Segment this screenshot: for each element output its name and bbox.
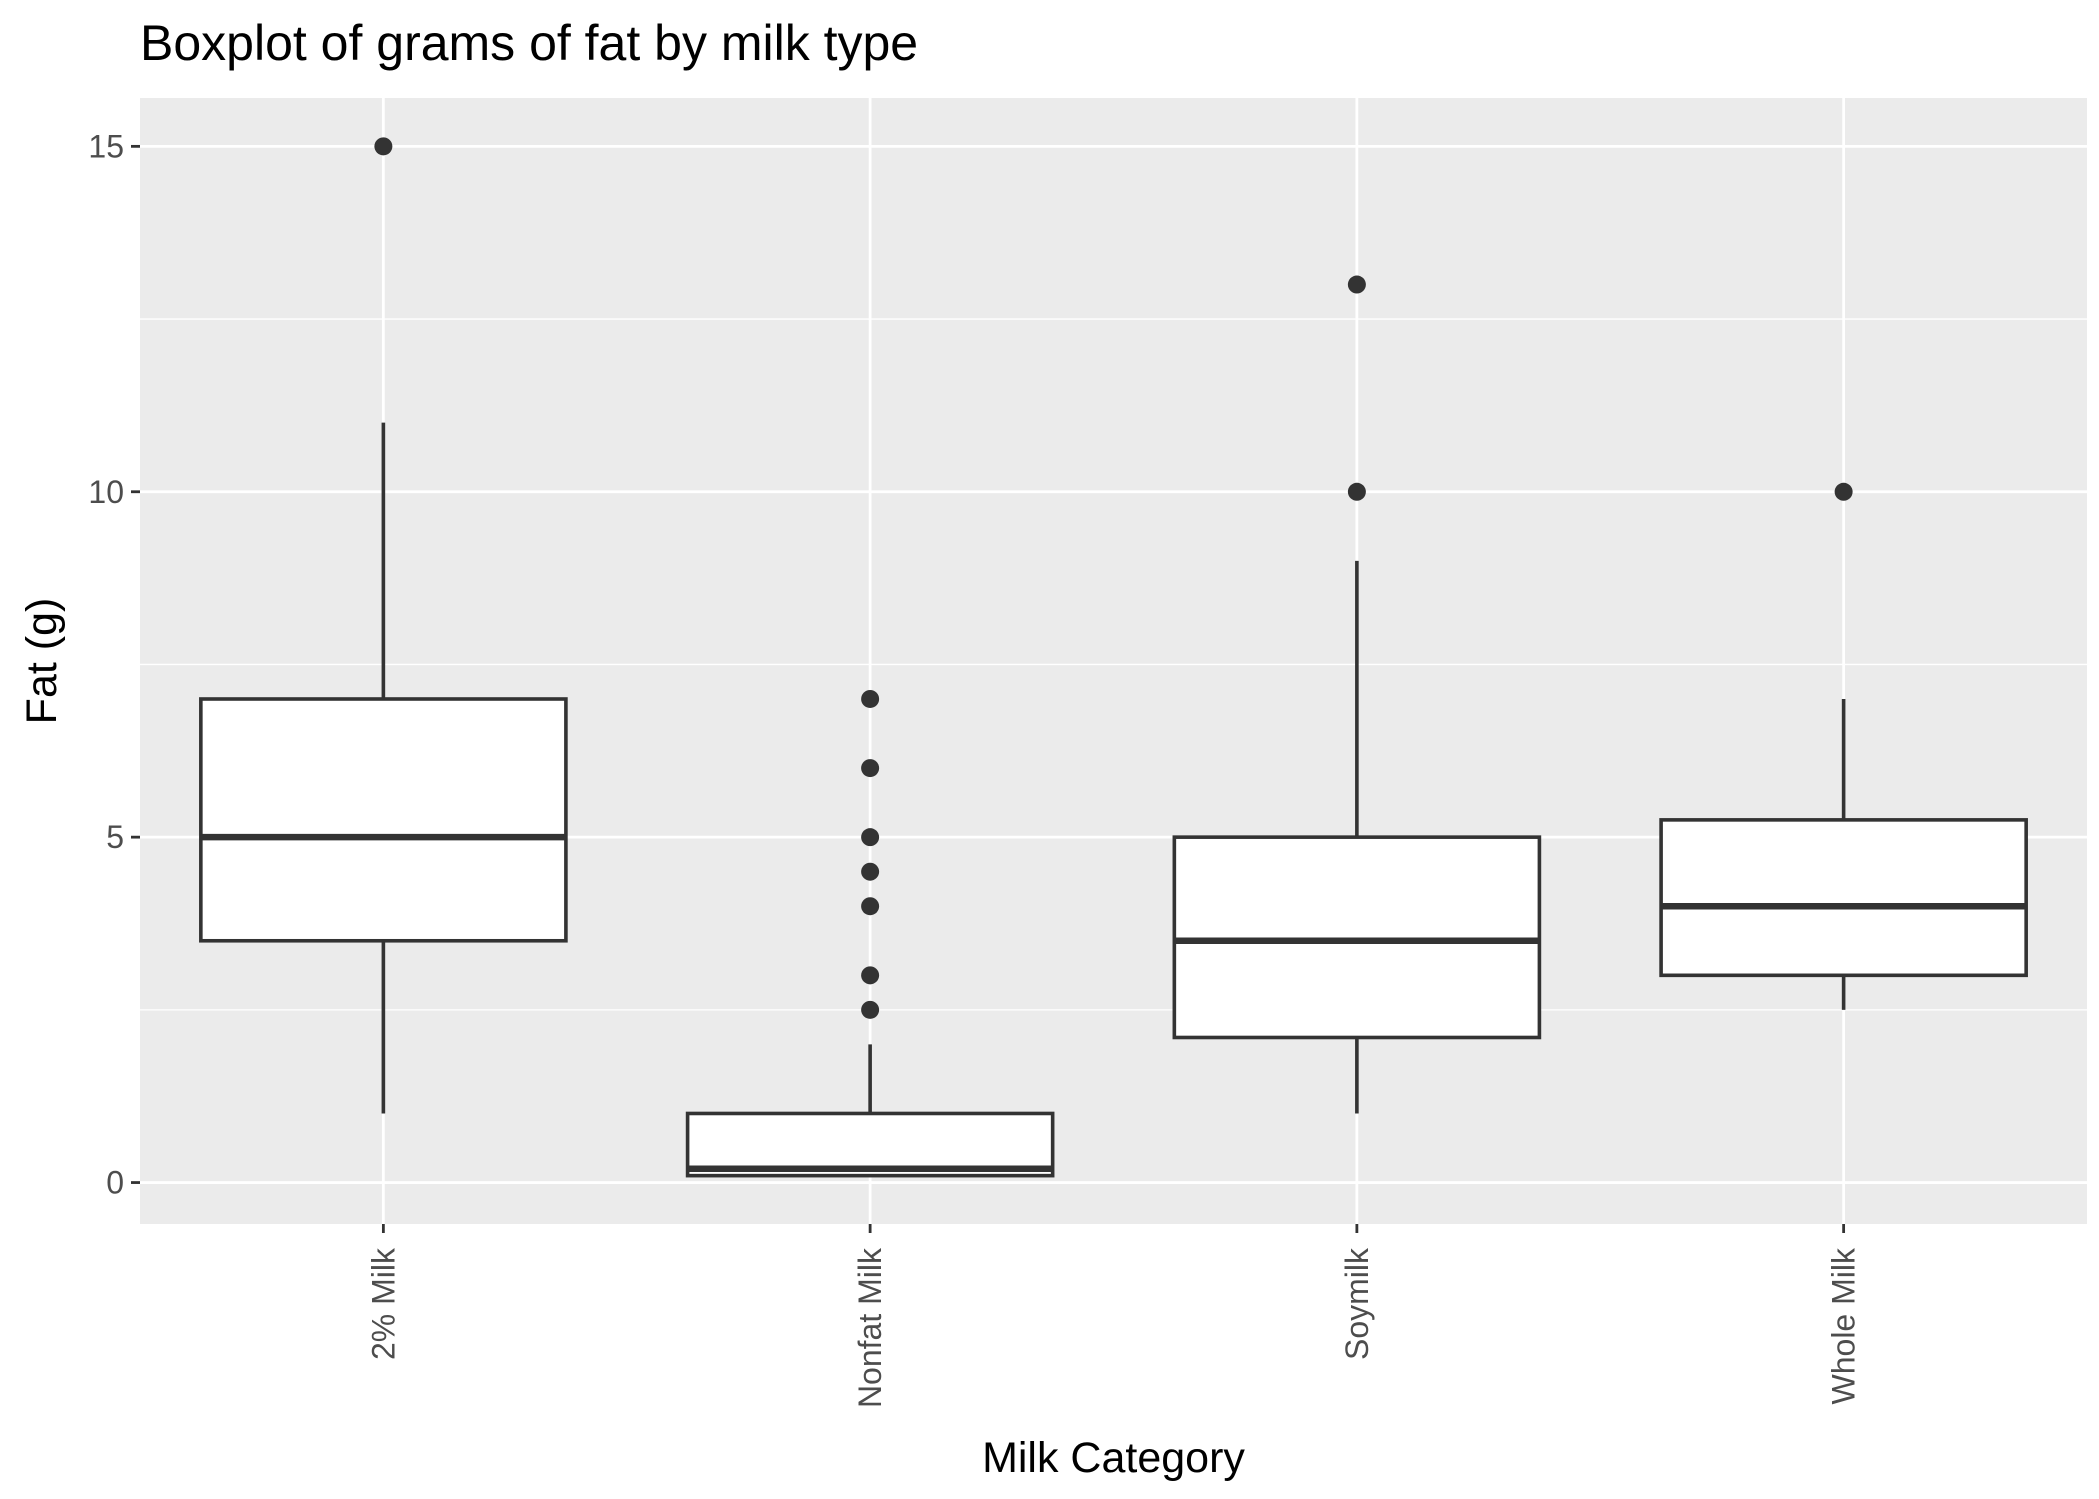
box [1172, 835, 1542, 1040]
outlier-point [861, 1000, 880, 1019]
y-axis-title: Fat (g) [18, 598, 66, 725]
outlier-point [861, 966, 880, 985]
x-tick-label: Soymilk [1339, 1247, 1375, 1360]
x-tick-label: Nonfat Milk [852, 1247, 888, 1408]
y-tick-label: 0 [106, 1165, 124, 1201]
outlier-point [861, 759, 880, 778]
outlier-point [861, 828, 880, 847]
box [199, 697, 568, 943]
chart-title: Boxplot of grams of fat by milk type [140, 15, 919, 71]
box [1659, 818, 2028, 978]
outlier-point [1834, 482, 1853, 501]
x-axis-title: Milk Category [982, 1434, 1245, 1482]
outlier-point [861, 689, 880, 708]
x-tick-label: Whole Milk [1826, 1247, 1862, 1404]
outlier-point [1347, 275, 1366, 294]
outlier-point [1347, 482, 1366, 501]
y-tick-label: 10 [88, 474, 124, 510]
box [685, 1111, 1055, 1178]
y-tick-label: 15 [88, 128, 124, 164]
outlier-point [861, 862, 880, 881]
y-tick-label: 5 [106, 819, 124, 855]
outlier-point [861, 897, 880, 916]
plot-panel [140, 98, 2087, 1224]
x-tick-label: 2% Milk [365, 1247, 401, 1360]
outlier-point [374, 137, 393, 156]
